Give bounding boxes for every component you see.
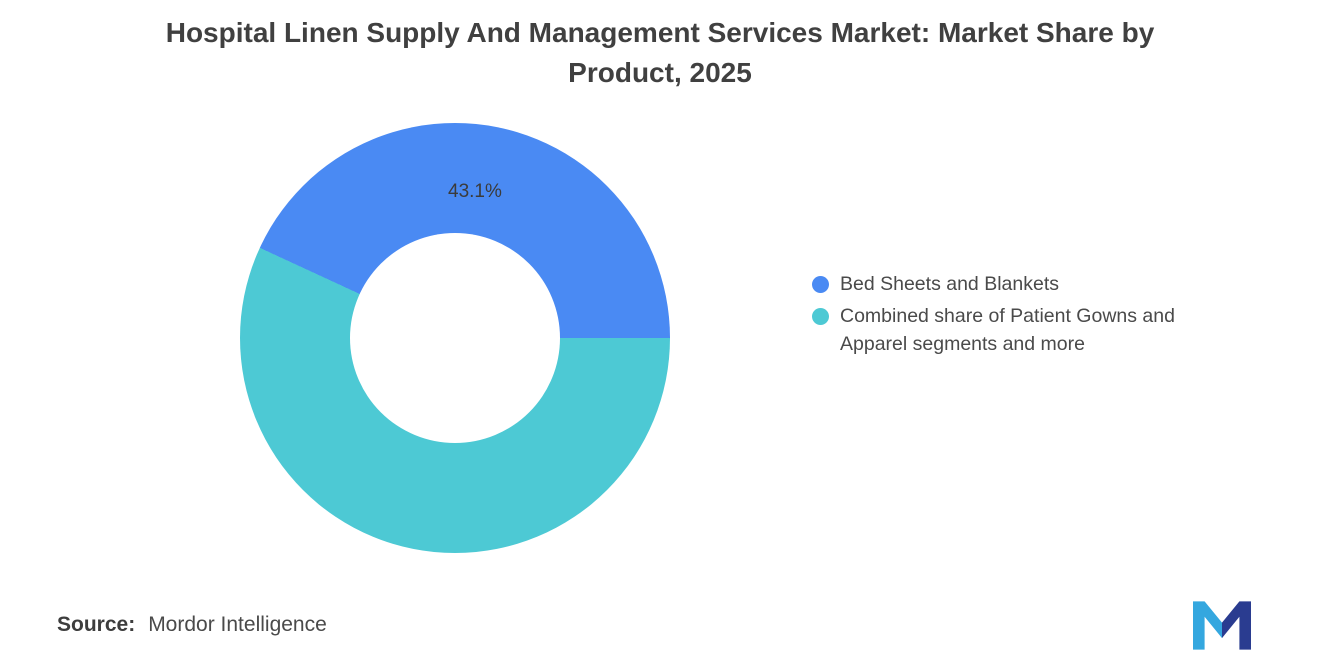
mordor-intelligence-logo [1193, 601, 1251, 650]
legend-label: Combined share of Patient Gowns and Appa… [840, 305, 1175, 355]
chart-title-line-2: Product, 2025 [568, 57, 752, 88]
legend-item-combined-share[interactable]: Combined share of Patient Gowns and Appa… [812, 302, 1240, 358]
chart-title: Hospital Linen Supply And Management Ser… [60, 13, 1260, 93]
slice-data-label: 43.1% [448, 181, 502, 202]
logo-right-shape [1222, 601, 1251, 650]
logo-left-shape [1193, 601, 1222, 650]
chart-legend: Bed Sheets and Blankets Combined share o… [812, 270, 1240, 362]
donut-chart[interactable]: 43.1% [240, 123, 670, 553]
legend-swatch [812, 276, 829, 293]
source-line: Source: Mordor Intelligence [57, 613, 327, 637]
source-label: Source: [57, 613, 136, 636]
donut-hole [350, 233, 560, 443]
legend-label: Bed Sheets and Blankets [840, 273, 1059, 295]
legend-item-bed-sheets[interactable]: Bed Sheets and Blankets [812, 270, 1240, 298]
source-value: Mordor Intelligence [148, 613, 327, 636]
legend-swatch [812, 308, 829, 325]
chart-title-line-1: Hospital Linen Supply And Management Ser… [165, 17, 1155, 48]
